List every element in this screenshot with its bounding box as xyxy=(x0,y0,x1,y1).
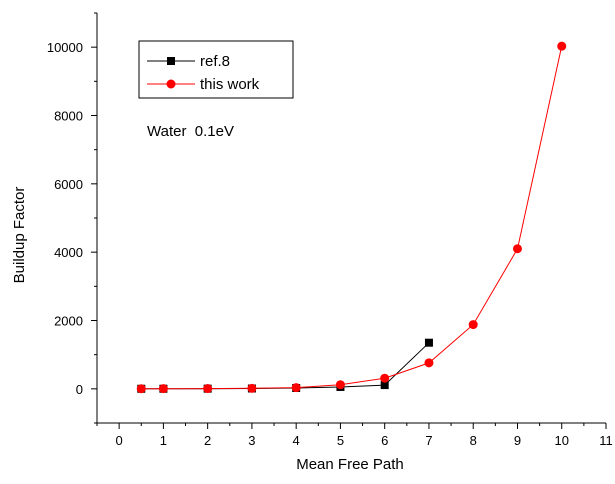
data-point-ref-8 xyxy=(424,338,433,347)
legend: ref.8 this work xyxy=(138,40,294,99)
legend-square-marker-icon xyxy=(167,57,175,65)
chart-annotation: Water 0.1eV xyxy=(147,123,234,140)
x-ticks: 0 1 2 3 4 5 6 7 8 9 10 11 xyxy=(96,423,613,448)
series-this-work xyxy=(136,41,567,394)
data-point-this-work xyxy=(291,383,301,393)
data-point-this-work xyxy=(380,373,390,383)
y-axis-title: Buildup Factor xyxy=(11,187,28,284)
data-point-this-work xyxy=(136,384,146,394)
data-point-this-work xyxy=(557,41,567,51)
data-point-ref-8 xyxy=(380,381,389,390)
y-tick-label: 0 xyxy=(76,382,83,397)
y-tick-label: 6000 xyxy=(54,177,83,192)
legend-circle-marker-icon xyxy=(166,79,176,89)
x-tick-label: 10 xyxy=(555,433,569,448)
x-tick-label: 0 xyxy=(116,433,123,448)
data-point-this-work xyxy=(158,384,168,394)
x-tick-label: 7 xyxy=(425,433,432,448)
legend-label-ref8: ref.8 xyxy=(200,53,230,70)
y-tick-label: 8000 xyxy=(54,109,83,124)
legend-item-this-work: this work xyxy=(147,76,260,93)
x-tick-label: 4 xyxy=(293,433,300,448)
x-tick-label: 6 xyxy=(381,433,388,448)
y-tick-label: 10000 xyxy=(47,40,83,55)
series-ref-8 xyxy=(137,338,433,393)
y-ticks: 0 2000 4000 6000 8000 10000 xyxy=(47,12,97,424)
legend-box xyxy=(138,40,294,99)
y-tick-label: 2000 xyxy=(54,314,83,329)
x-tick-label: 9 xyxy=(514,433,521,448)
x-tick-label: 2 xyxy=(204,433,211,448)
data-point-this-work xyxy=(512,244,522,254)
x-tick-label: 5 xyxy=(337,433,344,448)
x-tick-label: 11 xyxy=(599,433,613,448)
data-point-this-work xyxy=(468,320,478,330)
data-point-this-work xyxy=(203,384,213,394)
x-tick-label: 3 xyxy=(248,433,255,448)
data-point-this-work xyxy=(424,358,434,368)
y-tick-label: 4000 xyxy=(54,245,83,260)
legend-label-this-work: this work xyxy=(200,76,260,93)
data-point-this-work xyxy=(335,380,345,390)
x-axis-title: Mean Free Path xyxy=(296,456,404,473)
series-layer xyxy=(136,41,567,394)
x-tick-label: 1 xyxy=(160,433,167,448)
x-tick-label: 8 xyxy=(470,433,477,448)
legend-item-ref8: ref.8 xyxy=(147,53,230,70)
data-point-this-work xyxy=(247,383,257,393)
